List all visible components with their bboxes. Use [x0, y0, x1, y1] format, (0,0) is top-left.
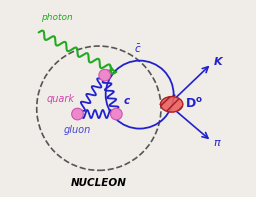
Text: $\bar{c}$: $\bar{c}$	[134, 43, 141, 55]
Text: gluon: gluon	[64, 125, 91, 135]
Circle shape	[99, 69, 111, 81]
Text: π: π	[214, 138, 221, 148]
Text: K: K	[214, 57, 222, 67]
Text: quark: quark	[46, 94, 74, 103]
Circle shape	[72, 108, 83, 120]
Text: NUCLEON: NUCLEON	[71, 178, 127, 188]
Text: photon: photon	[41, 13, 72, 22]
Ellipse shape	[161, 97, 183, 112]
Text: c: c	[124, 96, 130, 106]
Circle shape	[111, 108, 122, 120]
Text: $\mathbf{D}^{\mathbf{o}}$: $\mathbf{D}^{\mathbf{o}}$	[185, 97, 203, 111]
